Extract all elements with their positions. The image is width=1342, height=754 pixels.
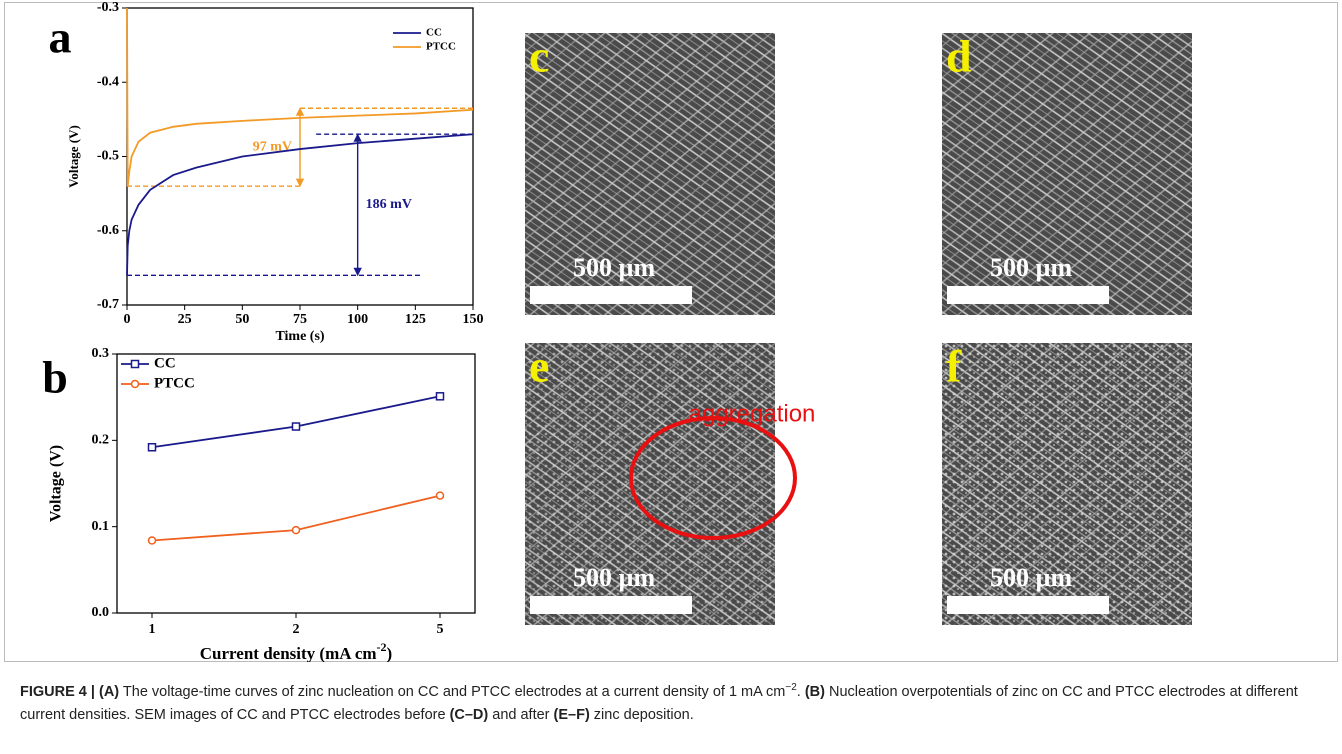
x-tick-label: 5 [437,622,444,637]
scale-label: 500 µm [990,563,1072,592]
y-tick-label: 0.1 [92,519,110,534]
y-tick-label: 0.2 [92,433,110,448]
page: {"chart_data": [ {"type": "line", "panel… [0,0,1342,754]
plot-frame [117,354,475,613]
caption-sup: −2 [785,682,796,693]
point [293,527,300,534]
legend-marker [132,381,139,388]
legend-label: CC [426,27,442,39]
x-axis-label-part: -2 [377,640,387,654]
panel-label: a [49,12,72,63]
image-label: e [529,341,549,392]
x-tick-label: 25 [178,312,192,327]
series-line [152,396,440,447]
legend-label: CC [154,355,176,371]
y-tick-label: -0.4 [97,74,119,89]
y-tick-label: -0.5 [97,149,119,164]
caption-text: zinc deposition. [590,707,694,723]
x-tick-label: 1 [149,622,156,637]
scale-label: 500 µm [990,253,1072,282]
panel-label: b [42,352,68,403]
x-axis-label: Current density (mA cm-2) [200,640,392,662]
y-tick-label: 0.0 [92,605,110,620]
scale-bar [947,596,1109,614]
point [293,423,300,430]
caption-ref: (C–D) [450,707,489,723]
point [149,444,156,451]
y-tick-label: -0.3 [97,0,119,15]
x-axis-label-part: Current density (mA cm [200,644,377,662]
caption-ref: (E–F) [554,707,590,723]
point [149,537,156,544]
scale-bar [530,286,692,304]
x-tick-label: 0 [124,312,131,327]
x-tick-label: 100 [347,312,368,327]
image-label: d [946,31,972,82]
caption-label: FIGURE 4 | (A) [20,684,119,700]
caption-ref: (B) [805,684,825,700]
scale-bar [530,596,692,614]
y-tick-label: -0.7 [97,297,119,312]
x-axis-label: Time (s) [275,329,324,344]
legend-marker [132,361,139,368]
x-tick-label: 150 [463,312,484,327]
scale-bar [947,286,1109,304]
point [437,492,444,499]
legend-label: PTCC [426,41,456,53]
image-label: c [529,31,549,82]
x-axis-label-part: ) [387,644,393,662]
y-tick-label: -0.6 [97,223,119,238]
y-axis-label: Voltage (V) [66,125,81,188]
legend-label: PTCC [154,375,195,391]
caption-text: . [797,684,805,700]
caption-text: The voltage-time curves of zinc nucleati… [119,684,785,700]
caption: FIGURE 4 | (A) The voltage-time curves o… [20,676,1320,727]
image-label: f [946,341,962,392]
y-tick-label: 0.3 [92,346,110,361]
scale-label: 500 µm [573,563,655,592]
point [437,393,444,400]
y-axis-label: Voltage (V) [48,445,65,522]
annotation-text: 186 mV [366,197,412,212]
x-tick-label: 50 [235,312,249,327]
x-tick-label: 2 [293,622,300,637]
scale-label: 500 µm [573,253,655,282]
annotation-text: aggregation [689,400,816,427]
x-tick-label: 125 [405,312,426,327]
x-tick-label: 75 [293,312,307,327]
caption-text: and after [488,707,553,723]
